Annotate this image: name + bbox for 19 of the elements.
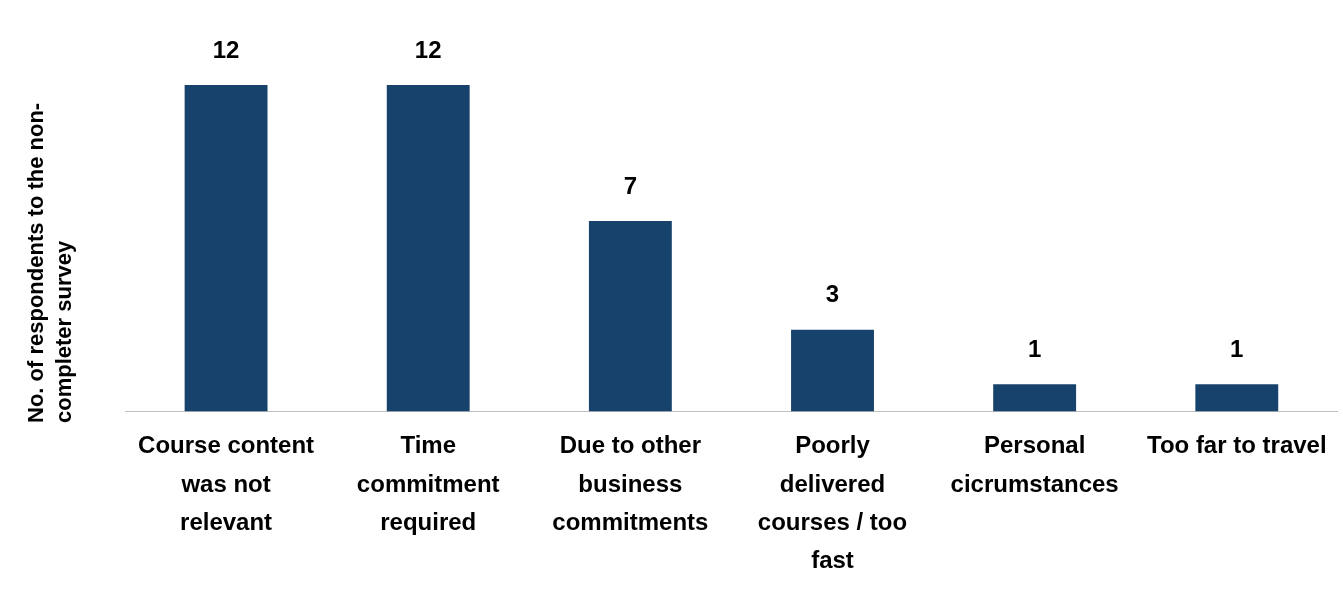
- x-tick-label: Poorly delivered courses / too fast: [757, 431, 908, 574]
- x-tick-label: Personal cicrumstances: [950, 431, 1119, 497]
- x-tick-label: Too far to travel: [1147, 431, 1327, 459]
- bar: [993, 384, 1077, 412]
- data-label: 1: [1027, 334, 1042, 362]
- bar: [386, 85, 470, 412]
- y-axis-title: No. of respondents to the non-completer survey: [22, 101, 77, 423]
- x-tick-label: Due to other business commitments: [552, 431, 709, 536]
- x-tick-label: Course content was not relevant: [138, 431, 315, 536]
- data-label: 3: [825, 280, 840, 308]
- data-label: 1: [1230, 334, 1244, 362]
- bar: [791, 329, 874, 412]
- data-label: 7: [623, 171, 638, 199]
- bar: [588, 221, 672, 412]
- bar: [184, 85, 268, 412]
- bar: [1195, 384, 1279, 412]
- x-tick-label: Time commitment required: [356, 431, 500, 536]
- data-label: 12: [212, 35, 240, 63]
- data-label: 12: [414, 35, 442, 63]
